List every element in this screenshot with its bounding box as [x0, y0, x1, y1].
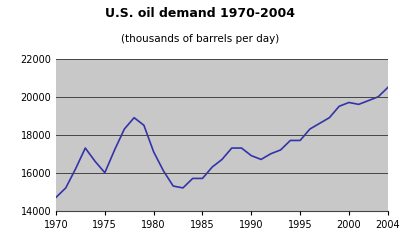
- Text: (thousands of barrels per day): (thousands of barrels per day): [121, 34, 279, 44]
- Text: U.S. oil demand 1970-2004: U.S. oil demand 1970-2004: [105, 7, 295, 20]
